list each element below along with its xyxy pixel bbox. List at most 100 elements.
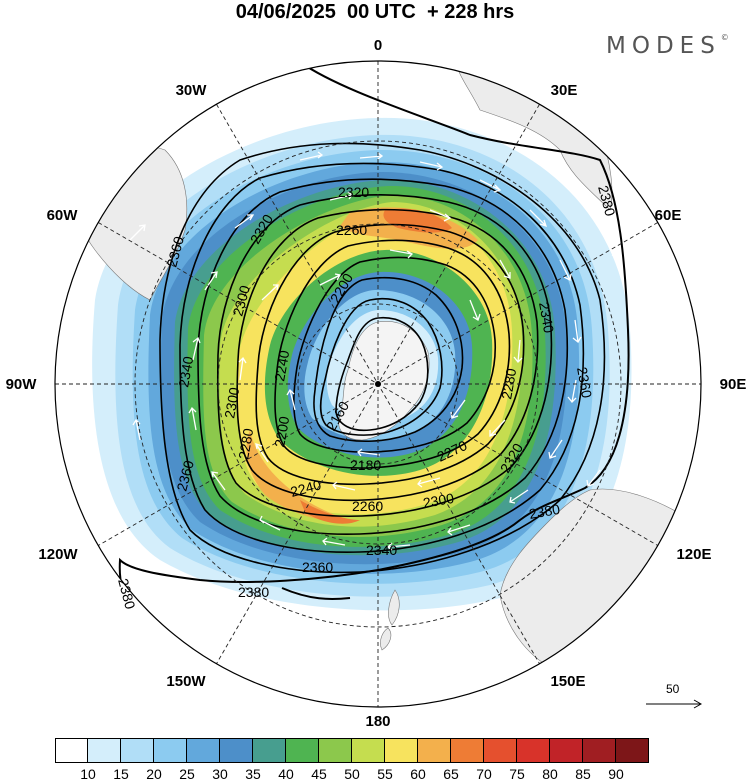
contour-label: 2200 — [271, 415, 292, 449]
contour-label: 2360 — [302, 559, 333, 575]
colorbar-tick-label: 90 — [608, 766, 624, 782]
colorbar-swatch — [517, 738, 550, 763]
wind-arrow — [609, 239, 620, 259]
lon-label-120e: 120E — [676, 546, 711, 563]
wind-max-north-core — [383, 208, 452, 233]
lon-label-90w: 90W — [6, 376, 38, 393]
wind-max-southwest-core — [300, 500, 360, 524]
wind-arrow — [469, 299, 481, 321]
contour-label: 2380 — [528, 501, 562, 522]
contour-label: 2380 — [595, 184, 619, 218]
contour-label: 2300 — [221, 386, 242, 420]
colorbar-swatch — [352, 738, 385, 763]
colorbar-tick-label: 65 — [443, 766, 459, 782]
wind-arrow — [299, 151, 324, 161]
colorbar-tick-label: 15 — [113, 766, 129, 782]
contour-label: 2240 — [271, 349, 292, 383]
wind-arrow — [417, 477, 441, 488]
lon-label-60w: 60W — [47, 207, 79, 224]
wind-arrow — [132, 418, 141, 441]
wind-arrow — [509, 489, 529, 504]
wind-arrow — [255, 443, 269, 463]
wind-arrow — [322, 537, 346, 546]
colorbar-tick-label: 30 — [212, 766, 228, 782]
colorbar-swatch — [154, 738, 187, 763]
lon-label-180: 180 — [365, 713, 390, 730]
contour-label: 2380 — [115, 577, 139, 611]
wind-arrow — [419, 161, 444, 171]
contour-label: 2340 — [366, 542, 397, 558]
lon-label-60e: 60E — [655, 207, 682, 224]
contour-label: 2260 — [352, 498, 383, 514]
wind-arrow — [192, 336, 201, 361]
brand-name: MODES — [606, 33, 721, 59]
contour-2280 — [236, 208, 539, 502]
colorbar-tick-label: 55 — [377, 766, 393, 782]
colorbar-swatch — [451, 738, 484, 763]
chart-title: 04/06/2025 00 UTC + 228 hrs — [235, 1, 515, 23]
vector-reference: 50 — [644, 682, 706, 712]
wind-arrow — [586, 469, 601, 487]
contour-2380 — [118, 61, 630, 616]
wind-arrow — [319, 273, 342, 286]
contour-2220 — [293, 256, 497, 453]
wind-arrow — [211, 471, 226, 491]
contour-label: 2360 — [173, 458, 197, 492]
wind-arrow — [479, 179, 502, 193]
contour-label: 2180 — [350, 457, 381, 473]
colorbar-tick-label: 40 — [278, 766, 294, 782]
contour-label: 2360 — [163, 234, 187, 268]
contour-2240 — [274, 239, 511, 469]
colorbar-tick-label: 70 — [476, 766, 492, 782]
map-boundary — [54, 60, 702, 708]
contour-label: 2360 — [574, 366, 595, 400]
colorbar-swatch — [220, 738, 253, 763]
wind-arrow — [513, 339, 523, 363]
colorbar-ticks: 10 15 20 25 30 35 40 45 50 55 60 65 70 75 80 85 90 — [55, 767, 715, 783]
wind-arrow — [447, 524, 471, 536]
colorbar-tick-label: 45 — [311, 766, 327, 782]
lon-label-30e: 30E — [551, 82, 578, 99]
reference-arrow-icon — [646, 699, 703, 709]
contour-label: 2240 — [289, 476, 323, 500]
contour-labels: 2320 2260 2200 2320 2380 2360 2300 2340 … — [115, 184, 619, 611]
colorbar-tick-label: 25 — [179, 766, 195, 782]
contour-2300 — [216, 194, 553, 518]
contour-2260 — [255, 223, 525, 486]
contour-2340 — [179, 162, 585, 553]
wind-arrow — [489, 419, 506, 437]
contour-2200 — [313, 276, 464, 443]
colorbar-swatch — [88, 738, 121, 763]
wind-arrow — [332, 481, 356, 491]
colorbar-swatch — [418, 738, 451, 763]
wind-arrow — [188, 406, 197, 431]
contour-label: 2300 — [422, 490, 456, 511]
contour-label: 2300 — [229, 283, 253, 317]
colorbar-swatch — [385, 738, 418, 763]
height-contours — [118, 61, 630, 616]
wind-max-southwest — [246, 430, 350, 522]
lon-label-0: 0 — [374, 37, 382, 54]
wind-arrow — [572, 319, 582, 343]
wind-arrow — [204, 271, 218, 291]
contour-label: 2320 — [338, 184, 369, 200]
colorbar-tick-label: 75 — [509, 766, 525, 782]
wind-arrow — [429, 209, 452, 222]
colorbar-swatch — [616, 738, 649, 763]
colorbar-tick-label: 35 — [245, 766, 261, 782]
lon-label-150w: 150W — [166, 673, 206, 690]
wind-arrow — [499, 259, 511, 279]
wind-arrow — [357, 448, 381, 457]
wind-arrow — [238, 356, 247, 381]
lon-label-150e: 150E — [550, 673, 585, 690]
colorbar-swatch — [187, 738, 220, 763]
wind-arrow — [450, 399, 466, 419]
wind-arrow — [329, 191, 353, 201]
colorbar-swatch — [55, 738, 88, 763]
wind-arrow — [286, 388, 296, 411]
colorbar-swatch — [550, 738, 583, 763]
wind-arrow — [234, 214, 255, 229]
contour-label: 2340 — [536, 301, 557, 335]
contour-2160 — [335, 317, 429, 432]
wind-vectors — [129, 151, 620, 551]
